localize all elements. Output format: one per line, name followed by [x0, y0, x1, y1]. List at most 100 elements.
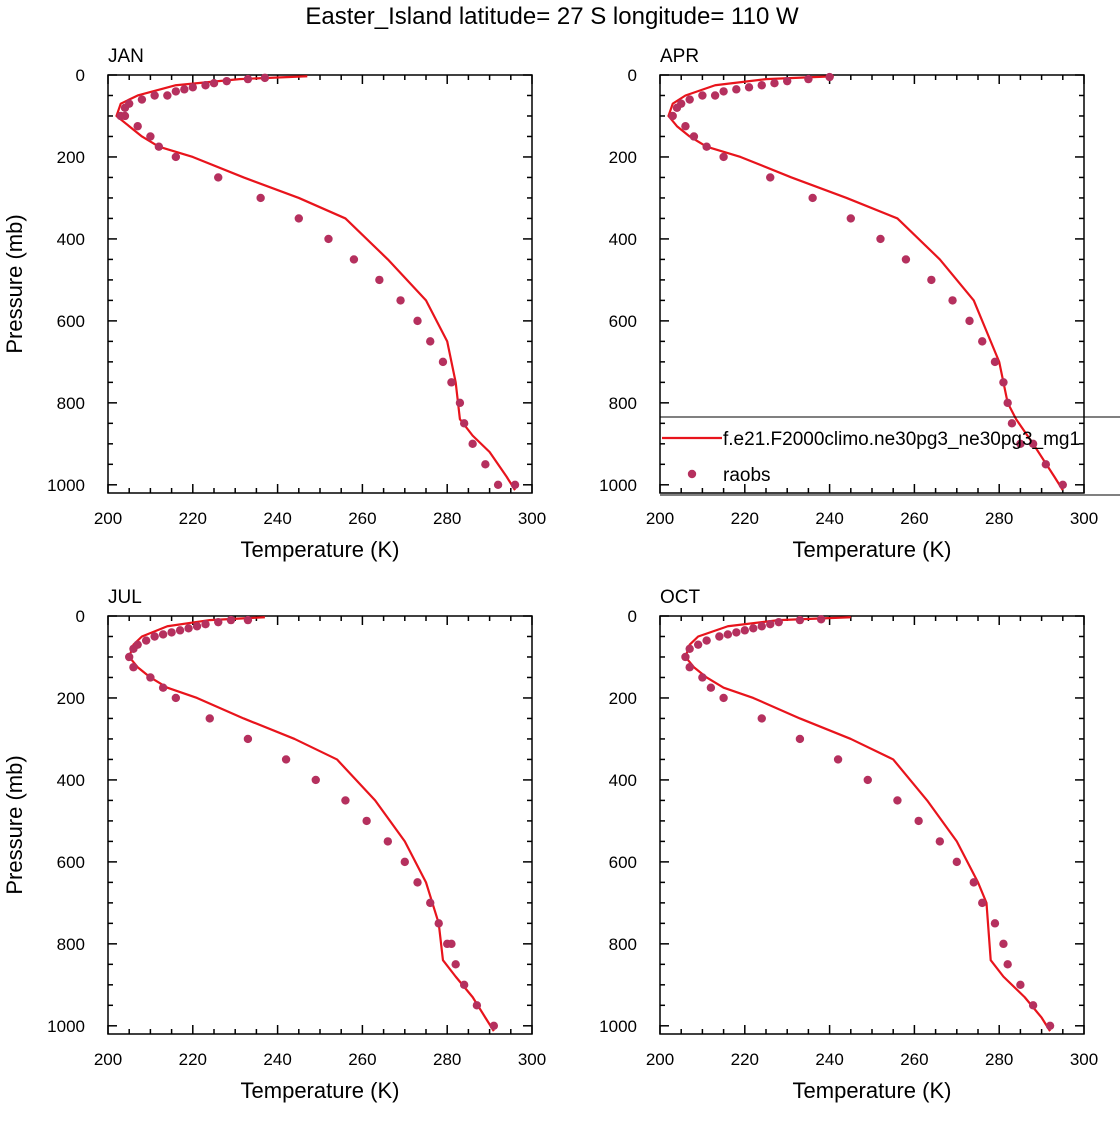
x-tick-label: 240 [263, 1050, 291, 1069]
obs-point [876, 234, 885, 244]
obs-point [999, 378, 1008, 387]
panel-label: OCT [660, 587, 701, 608]
obs-point [426, 898, 435, 908]
obs-point [222, 76, 231, 86]
obs-point [171, 87, 181, 96]
y-tick-label: 600 [57, 312, 85, 331]
obs-point [795, 734, 805, 744]
obs-point [413, 316, 422, 326]
obs-point [914, 816, 923, 826]
plot-frame [107, 615, 533, 1035]
y-tick-label: 0 [628, 66, 637, 85]
x-tick-label: 280 [433, 1050, 461, 1069]
x-tick-label: 300 [1070, 1050, 1098, 1069]
obs-point [681, 652, 690, 662]
x-tick-label: 220 [731, 1050, 759, 1069]
obs-point [171, 693, 181, 703]
panel-label: JUL [108, 587, 142, 608]
obs-point [158, 683, 168, 692]
obs-point [349, 255, 359, 264]
obs-point [804, 74, 813, 84]
legend: f.e21.F2000climo.ne30pg3_ne30pg3_mg1raob… [660, 416, 1120, 496]
y-tick-label: 600 [609, 312, 637, 331]
y-tick-label: 400 [609, 771, 637, 790]
obs-point [205, 714, 214, 723]
x-tick-label: 300 [518, 509, 546, 528]
obs-point [141, 636, 151, 645]
obs-point [1041, 460, 1051, 469]
obs-point [774, 617, 783, 627]
y-tick-label: 1000 [47, 476, 85, 495]
x-axis-title: Temperature (K) [241, 537, 400, 562]
y-axis-title: Pressure (mb) [2, 755, 27, 894]
obs-point [783, 76, 792, 86]
obs-point [137, 95, 147, 104]
obs-point [311, 775, 320, 785]
obs-point [893, 796, 902, 805]
obs-point [719, 152, 728, 162]
obs-point [489, 1021, 499, 1031]
obs-point [863, 775, 872, 785]
obs-point [201, 81, 210, 90]
obs-point [260, 73, 270, 83]
figure-title: Easter_Island latitude= 27 S longitude= … [305, 3, 799, 30]
obs-point [698, 673, 707, 682]
obs-point [1016, 439, 1025, 449]
obs-point [434, 919, 443, 928]
obs-point [167, 628, 176, 637]
obs-point [719, 87, 728, 96]
y-tick-label: 200 [609, 148, 637, 167]
x-tick-label: 240 [815, 509, 843, 528]
obs-point [744, 83, 754, 92]
obs-point [493, 480, 503, 490]
model-profile-line [684, 616, 1052, 1032]
obs-point [978, 898, 987, 908]
x-tick-label: 200 [646, 1050, 674, 1069]
obs-point [341, 796, 350, 805]
y-tick-label: 400 [609, 230, 637, 249]
y-tick-label: 600 [609, 853, 637, 872]
model-profile-line [667, 75, 1064, 491]
obs-point [846, 214, 855, 223]
plot-frame [659, 615, 1085, 1035]
obs-point [1045, 1021, 1055, 1031]
obs-point [324, 234, 333, 244]
y-tick-label: 200 [609, 689, 637, 708]
x-tick-label: 200 [94, 509, 122, 528]
obs-point [171, 152, 181, 162]
obs-point [901, 255, 911, 264]
obs-point [990, 357, 1000, 367]
panel-apr: APR 200 220 240 260 280 300 0 200 400 600 800 1000 Te… [599, 46, 1098, 562]
legend-obs-swatch [687, 469, 697, 479]
obs-point [833, 755, 843, 764]
x-tick-label: 240 [815, 1050, 843, 1069]
obs-point [795, 615, 805, 625]
obs-point [757, 81, 766, 90]
obs-point [243, 74, 253, 84]
obs-point [1016, 980, 1025, 990]
x-tick-label: 220 [731, 509, 759, 528]
x-tick-label: 200 [646, 509, 674, 528]
model-profile-line [115, 75, 516, 491]
obs-point [214, 173, 223, 182]
obs-point [120, 111, 130, 121]
panel-oct: OCT 200 220 240 260 280 300 0 200 400 600 800 1000 Te… [599, 587, 1098, 1103]
y-axis-title: Pressure (mb) [2, 214, 27, 353]
legend-model-label: f.e21.F2000climo.ne30pg3_ne30pg3_mg1 [723, 429, 1080, 450]
obs-point [175, 626, 185, 635]
obs-point [1028, 439, 1038, 449]
obs-point [1028, 1001, 1038, 1010]
obs-point [129, 663, 138, 672]
panel-jul: JUL 200 220 240 260 280 300 0 200 400 600 800 1000 Te… [2, 587, 546, 1103]
obs-point [146, 132, 155, 141]
obs-point [693, 640, 703, 649]
obs-point [927, 275, 936, 285]
obs-point [184, 624, 193, 633]
obs-point [715, 632, 724, 641]
x-tick-label: 300 [1070, 509, 1098, 528]
panel-jan: JAN 200 220 240 260 280 300 0 200 400 600 800 1000 Te… [2, 46, 546, 562]
panel-label: APR [660, 46, 699, 67]
y-tick-label: 200 [57, 689, 85, 708]
y-tick-label: 400 [57, 230, 85, 249]
